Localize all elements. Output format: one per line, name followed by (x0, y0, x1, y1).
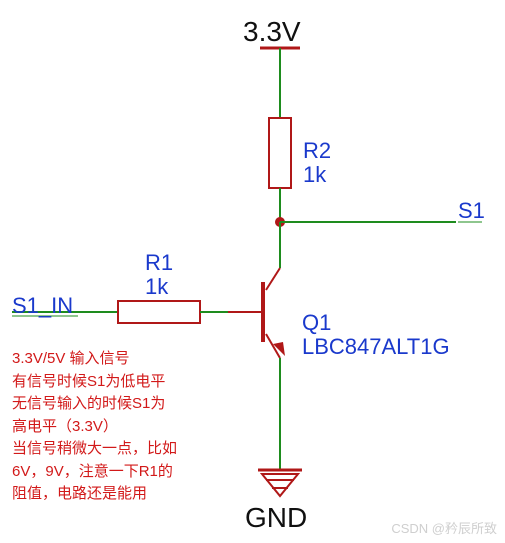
gnd-label: GND (245, 502, 307, 534)
vcc-label: 3.3V (243, 16, 301, 48)
r1-ref-label: R1 (145, 250, 173, 276)
annotation-line: 阻值，电路还是能用 (12, 483, 177, 506)
s1-in-label: S1_IN (12, 293, 73, 319)
r2-ref-label: R2 (303, 138, 331, 164)
watermark: CSDN @矜辰所致 (391, 518, 497, 537)
annotation-text: 3.3V/5V 输入信号有信号时候S1为低电平无信号输入的时候S1为高电平（3.… (12, 348, 177, 506)
annotation-line: 有信号时候S1为低电平 (12, 371, 177, 394)
annotation-line: 6V，9V，注意一下R1的 (12, 461, 177, 484)
r2-val-label: 1k (303, 162, 326, 188)
s1-label: S1 (458, 198, 485, 224)
q1-part-label: LBC847ALT1G (302, 334, 450, 360)
annotation-line: 无信号输入的时候S1为 (12, 393, 177, 416)
q1-ref-label: Q1 (302, 310, 331, 336)
r1-val-label: 1k (145, 274, 168, 300)
annotation-line: 当信号稍微大一点，比如 (12, 438, 177, 461)
annotation-line: 高电平（3.3V） (12, 416, 177, 439)
annotation-line: 3.3V/5V 输入信号 (12, 348, 177, 371)
